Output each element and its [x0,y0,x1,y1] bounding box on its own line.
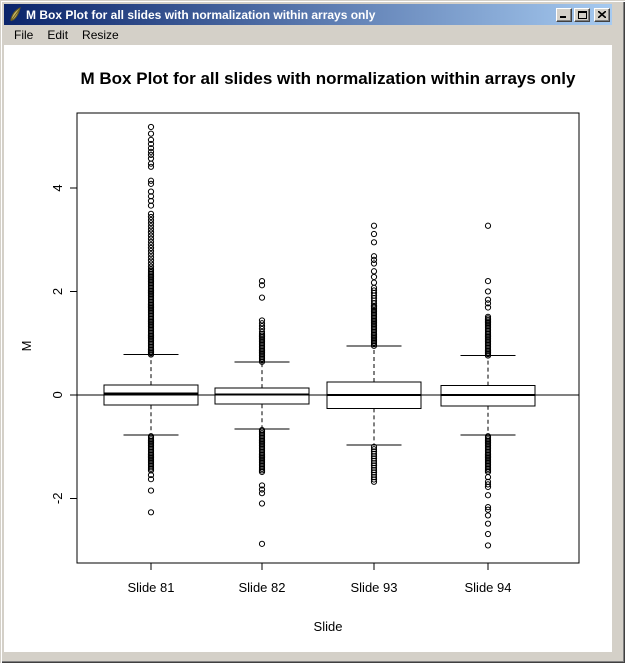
svg-text:4: 4 [50,184,65,191]
menu-resize[interactable]: Resize [82,28,119,42]
svg-text:Slide 82: Slide 82 [239,580,286,595]
boxplot-canvas: M Box Plot for all slides with normaliza… [19,69,580,634]
svg-text:-2: -2 [50,493,65,505]
feather-icon [7,6,23,23]
svg-text:M: M [19,341,34,352]
menubar: File Edit Resize [4,25,612,45]
menu-edit[interactable]: Edit [47,28,69,42]
menu-file[interactable]: File [14,28,34,42]
plot-client-area: M Box Plot for all slides with normaliza… [4,45,612,652]
close-button[interactable] [594,7,610,22]
close-icon [598,11,606,18]
svg-text:2: 2 [50,288,65,295]
minimize-button[interactable] [556,7,572,22]
svg-text:M Box Plot for all slides with: M Box Plot for all slides with normaliza… [81,69,577,88]
svg-text:0: 0 [50,391,65,398]
svg-text:Slide 81: Slide 81 [128,580,175,595]
minimize-icon [560,16,566,18]
window-controls [556,7,610,22]
maximize-button[interactable] [574,7,590,22]
svg-text:Slide 94: Slide 94 [465,580,512,595]
svg-text:Slide 93: Slide 93 [351,580,398,595]
window-title: M Box Plot for all slides with normaliza… [26,7,376,22]
svg-text:Slide: Slide [314,619,343,634]
titlebar[interactable]: M Box Plot for all slides with normaliza… [4,4,612,25]
maximize-icon [577,10,587,19]
